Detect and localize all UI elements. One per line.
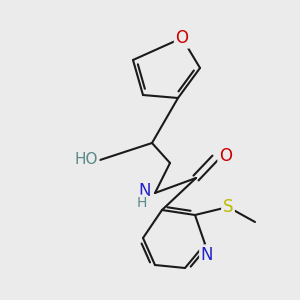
Text: N: N — [201, 246, 213, 264]
Text: S: S — [223, 198, 233, 216]
Text: HO: HO — [74, 152, 98, 167]
Text: N: N — [139, 182, 151, 200]
Text: O: O — [219, 147, 232, 165]
Text: H: H — [136, 196, 147, 210]
Text: O: O — [176, 29, 188, 47]
